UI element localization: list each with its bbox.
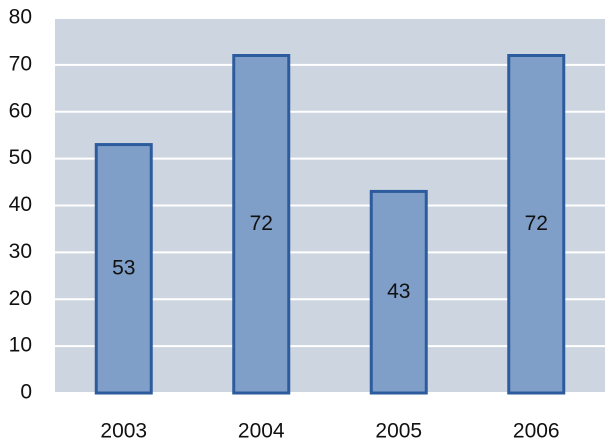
y-tick-label: 30: [9, 240, 32, 263]
y-tick-label: 10: [9, 334, 32, 357]
bar: [232, 54, 291, 395]
value-label: 43: [387, 280, 410, 303]
bar: [507, 54, 566, 395]
x-tick-label: 2003: [100, 420, 147, 443]
value-label: 72: [525, 212, 548, 235]
bar: [94, 143, 153, 395]
value-label: 72: [250, 212, 273, 235]
value-label: 53: [112, 256, 135, 279]
y-tick-label: 20: [9, 287, 32, 310]
y-tick-label: 80: [9, 6, 32, 29]
y-tick-label: 40: [9, 193, 32, 216]
y-tick-label: 60: [9, 99, 32, 122]
x-tick-label: 2005: [375, 420, 422, 443]
x-tick-label: 2004: [238, 420, 285, 443]
x-tick-label: 2006: [513, 420, 560, 443]
bar: [369, 189, 428, 395]
y-tick-label: 0: [20, 381, 32, 404]
y-tick-label: 50: [9, 146, 32, 169]
y-tick-label: 70: [9, 52, 32, 75]
